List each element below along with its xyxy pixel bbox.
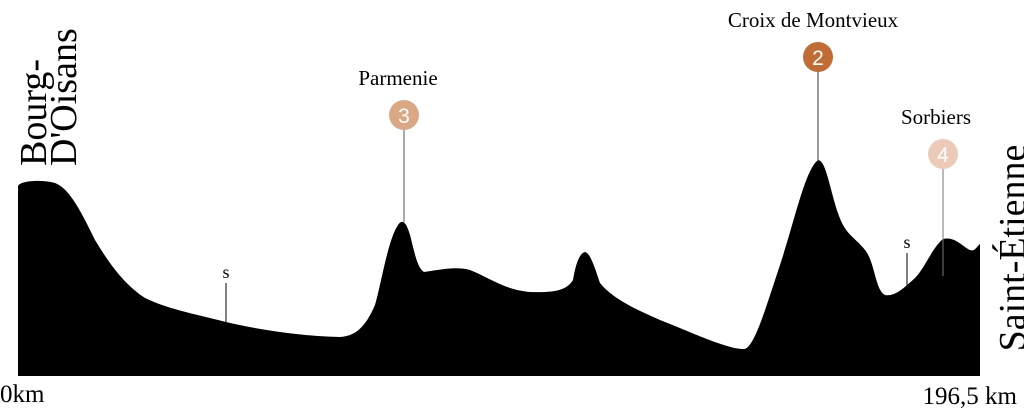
climb-category: 2 bbox=[812, 47, 824, 70]
climb-croix-de-montvieux: 2 Croix de Montvieux bbox=[728, 8, 899, 162]
start-name-line2: D'Oisans bbox=[43, 28, 85, 166]
climb-category: 4 bbox=[937, 144, 949, 167]
climb-name: Sorbiers bbox=[901, 105, 971, 129]
start-distance: 0km bbox=[0, 381, 45, 408]
climb-sorbiers: 4 Sorbiers bbox=[901, 105, 971, 276]
climb-category: 3 bbox=[398, 105, 410, 128]
finish-name: Saint-Étienne bbox=[992, 145, 1024, 352]
elevation-profile bbox=[18, 160, 980, 376]
finish-distance: 196,5 km bbox=[923, 383, 1018, 410]
climb-name: Croix de Montvieux bbox=[728, 8, 899, 32]
category-badge-icon bbox=[803, 42, 833, 72]
sprint-label: s bbox=[222, 262, 229, 282]
category-badge-icon bbox=[389, 100, 419, 130]
sprint-label: s bbox=[903, 232, 910, 252]
climb-name: Parmenie bbox=[358, 66, 437, 90]
climb-parmenie: 3 Parmenie bbox=[358, 66, 438, 222]
start-name-line1: Bourg- bbox=[13, 59, 55, 166]
category-badge-icon bbox=[928, 139, 958, 169]
